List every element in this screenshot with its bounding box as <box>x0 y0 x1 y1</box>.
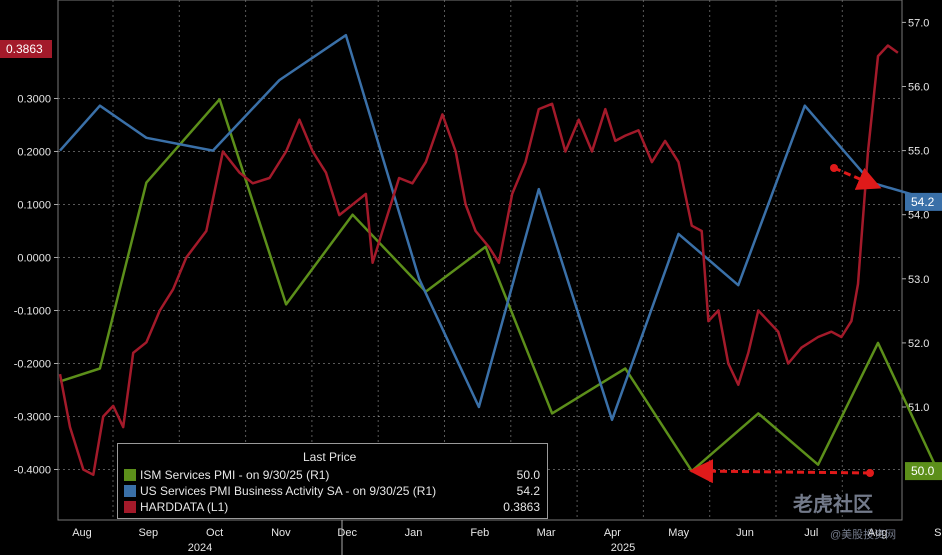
month-label: Dec <box>337 527 357 539</box>
month-label: Apr <box>604 527 621 539</box>
watermark-sub: @美股投资网 <box>830 529 897 541</box>
arrow-start-dot <box>866 469 874 477</box>
month-label: Aug <box>868 527 888 539</box>
chart-axes: 0.3000 0.2000 0.1000 0.0000 -0.1000 -0.2000 -0… <box>14 0 942 555</box>
legend-swatch <box>124 469 136 481</box>
month-label: Sep <box>934 527 942 539</box>
left-tick-label: 0.2000 <box>17 147 51 159</box>
left-tick-label: 0.0000 <box>17 253 51 265</box>
price-tag-blue-bg <box>905 192 942 211</box>
price-tag-green: 50.0 <box>911 464 935 478</box>
year-label: 2025 <box>611 542 635 554</box>
right-tick-label: 51.0 <box>908 402 929 414</box>
month-label: Mar <box>537 527 556 539</box>
legend-item-us-services: US Services PMI Business Activity SA - o… <box>124 484 544 498</box>
price-tag-left: 0.3863 <box>6 42 43 56</box>
legend-swatch <box>124 485 136 497</box>
right-tick-label: 56.0 <box>908 82 929 94</box>
month-label: Jul <box>804 527 818 539</box>
month-label: Feb <box>470 527 489 539</box>
legend-item-ism: ISM Services PMI - on 9/30/25 (R1) 50.0 <box>124 468 544 482</box>
series-line <box>59 33 939 422</box>
price-tags: 0.3863 54.2 50.0 <box>0 40 942 481</box>
left-tick-label: -0.1000 <box>14 306 51 318</box>
month-label: Aug <box>72 527 92 539</box>
right-tick-label: 57.0 <box>908 17 929 29</box>
month-label: Jan <box>405 527 423 539</box>
legend-label: US Services PMI Business Activity SA - o… <box>140 484 437 498</box>
month-label: May <box>668 527 689 539</box>
series-line <box>58 44 899 477</box>
month-label: Nov <box>271 527 291 539</box>
watermark-logo: 老虎社区 <box>793 494 873 516</box>
right-tick-label: 52.0 <box>908 338 929 350</box>
legend-value: 0.3863 <box>503 500 540 514</box>
month-label: Oct <box>206 527 223 539</box>
plot-frame <box>57 0 903 521</box>
annotation-arrows <box>689 164 882 484</box>
left-tick-label: 0.3000 <box>17 94 51 106</box>
month-label: Jun <box>736 527 754 539</box>
price-tag-green-bg <box>905 462 942 481</box>
legend-title: Last Price <box>303 450 357 464</box>
left-tick-label: -0.4000 <box>14 465 51 477</box>
price-tag-blue: 54.2 <box>911 195 935 209</box>
legend-label: HARDDATA (L1) <box>140 500 229 514</box>
legend-item-harddata: HARDDATA (L1) 0.3863 <box>124 500 544 514</box>
legend-value: 54.2 <box>516 484 540 498</box>
year-label: 2024 <box>188 542 212 554</box>
series-line <box>59 98 939 473</box>
right-tick-label: 55.0 <box>908 146 929 158</box>
legend-label: ISM Services PMI - on 9/30/25 (R1) <box>140 468 330 482</box>
price-tag-left-bg <box>0 40 52 58</box>
legend-swatch <box>124 501 136 513</box>
arrow-start-dot <box>830 164 838 172</box>
arrow-to-left <box>689 459 871 484</box>
right-tick-label: 54.0 <box>908 210 929 222</box>
left-tick-label: -0.2000 <box>14 359 51 371</box>
legend-value: 50.0 <box>516 468 540 482</box>
right-tick-label: 53.0 <box>908 274 929 286</box>
chart-legend: Last Price ISM Services PMI - on 9/30/25… <box>117 443 548 519</box>
left-tick-label: 0.1000 <box>17 200 51 212</box>
arrow-to-blue <box>833 166 882 190</box>
left-tick-label: -0.3000 <box>14 412 51 424</box>
month-label: Sep <box>139 527 159 539</box>
chart-series <box>58 33 939 477</box>
